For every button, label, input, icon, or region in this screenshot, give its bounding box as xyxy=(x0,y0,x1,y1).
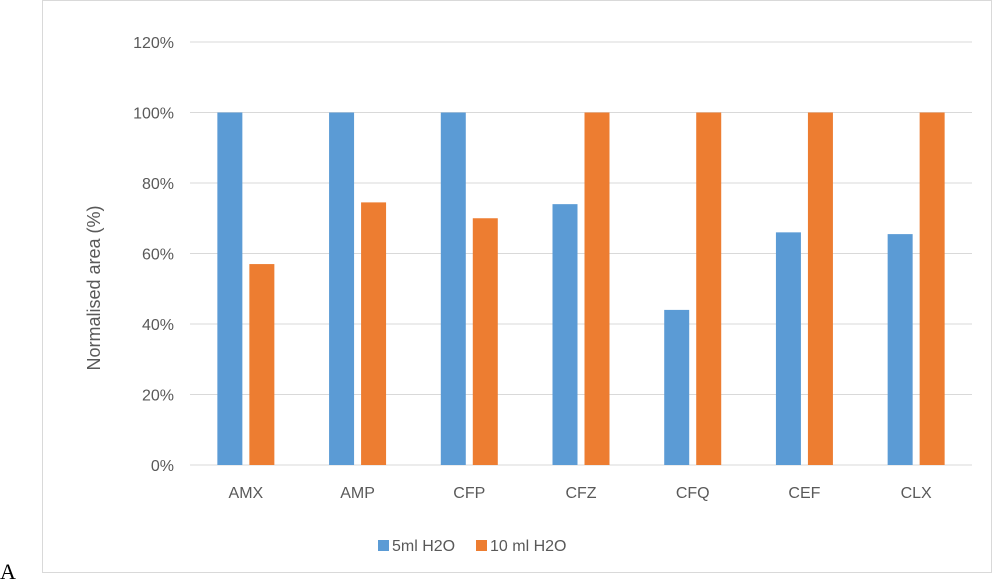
legend-swatch-10ml-h2o xyxy=(476,540,487,551)
x-tick-label-cfq: CFQ xyxy=(676,485,710,502)
gridlines xyxy=(190,41,972,466)
y-tick-label: 60% xyxy=(142,247,174,264)
x-tick-label-amx: AMX xyxy=(229,485,264,502)
y-axis-title: Normalised area (%) xyxy=(84,205,104,370)
bar-cfp-series-1 xyxy=(440,112,466,465)
legend-label-5ml-h2o: 5ml H2O xyxy=(392,538,455,555)
bar-amx-series-1 xyxy=(217,112,243,465)
bar-amp-series-1 xyxy=(329,112,355,465)
bar-clx-series-1 xyxy=(887,234,913,465)
bar-amx-series-2 xyxy=(249,264,275,465)
x-tick-label-clx: CLX xyxy=(901,485,932,502)
bar-cfp-series-2 xyxy=(472,218,498,465)
bar-cfq-series-1 xyxy=(664,309,690,465)
bar-cef-series-2 xyxy=(807,112,833,465)
panel-label: A xyxy=(0,559,16,584)
bars xyxy=(217,112,945,465)
x-axis-ticks: AMX AMP CFP CFZ CFQ CEF CLX xyxy=(229,485,933,502)
y-tick-label: 40% xyxy=(142,317,174,334)
bar-clx-series-2 xyxy=(919,112,945,465)
x-tick-label-amp: AMP xyxy=(340,485,375,502)
y-tick-label: 80% xyxy=(142,176,174,193)
x-tick-label-cef: CEF xyxy=(788,485,820,502)
y-tick-label: 20% xyxy=(142,388,174,405)
bar-cfq-series-2 xyxy=(696,112,722,465)
bar-cef-series-1 xyxy=(775,232,801,465)
x-tick-label-cfz: CFZ xyxy=(565,485,596,502)
bar-amp-series-2 xyxy=(361,202,387,465)
y-tick-label: 120% xyxy=(133,35,174,52)
legend: 5ml H2O 10 ml H2O xyxy=(378,538,566,555)
y-tick-label: 0% xyxy=(151,458,174,475)
legend-swatch-5ml-h2o xyxy=(378,540,389,551)
x-tick-label-cfp: CFP xyxy=(453,485,485,502)
y-tick-label: 100% xyxy=(133,106,174,123)
legend-label-10ml-h2o: 10 ml H2O xyxy=(490,538,566,555)
bar-cfz-series-1 xyxy=(552,204,578,465)
y-axis-ticks: 0% 20% 40% 60% 80% 100% 120% xyxy=(133,35,174,475)
bar-cfz-series-2 xyxy=(584,112,610,465)
